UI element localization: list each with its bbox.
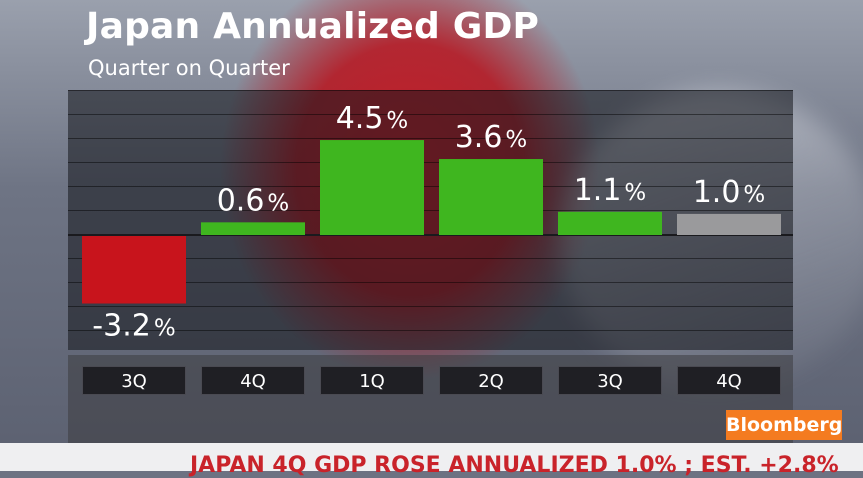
category-label-4: 3Q — [558, 366, 662, 395]
bar-3 — [439, 159, 543, 235]
data-label-2: 4.5% — [336, 101, 409, 136]
data-label-4: 1.1% — [574, 173, 647, 208]
grid-line — [68, 114, 793, 115]
bar-2 — [320, 140, 424, 235]
category-label-0: 3Q — [82, 366, 186, 395]
grid-line — [68, 162, 793, 163]
ticker-text: JAPAN 4Q GDP ROSE ANNUALIZED 1.0% ; EST.… — [190, 453, 839, 478]
grid-line — [68, 138, 793, 139]
data-label-5: 1.0% — [693, 175, 766, 210]
category-label-3: 2Q — [439, 366, 543, 395]
grid-line — [68, 258, 793, 259]
category-label-5: 4Q — [677, 366, 781, 395]
grid-line — [68, 186, 793, 187]
bar-4 — [558, 211, 662, 235]
data-label-1: 0.6% — [217, 183, 290, 218]
bar-0 — [82, 236, 186, 304]
category-label-1: 4Q — [201, 366, 305, 395]
data-label-3: 3.6% — [455, 120, 528, 155]
chart-panel — [68, 90, 793, 350]
grid-line — [68, 90, 793, 91]
chart-subtitle: Quarter on Quarter — [88, 56, 290, 80]
category-label-2: 1Q — [320, 366, 424, 395]
grid-line — [68, 210, 793, 211]
bar-5 — [677, 213, 781, 235]
bar-1 — [201, 222, 305, 235]
grid-line — [68, 306, 793, 307]
data-label-0: -3.2% — [92, 309, 175, 344]
grid-line — [68, 282, 793, 283]
chart-title: Japan Annualized GDP — [86, 6, 540, 47]
news-ticker: JAPAN 4Q GDP ROSE ANNUALIZED 1.0% ; EST.… — [0, 443, 863, 478]
bloomberg-logo: Bloomberg — [726, 410, 842, 440]
grid-line — [68, 330, 793, 331]
category-strip — [68, 355, 793, 443]
